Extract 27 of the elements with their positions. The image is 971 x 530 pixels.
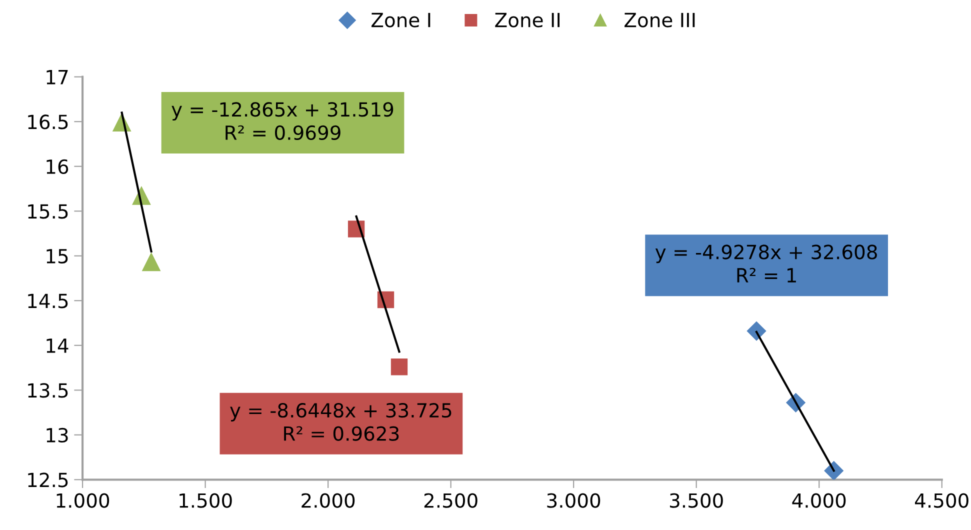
legend-label: Zone II xyxy=(495,12,560,28)
legend-label: Zone III xyxy=(624,12,695,28)
point xyxy=(142,253,160,272)
y-tick-label: 12.5 xyxy=(28,472,68,488)
x-tick-label: 3.000 xyxy=(547,493,600,508)
x-tick-label: 2.500 xyxy=(424,493,478,508)
y-tick-label: 13 xyxy=(46,428,68,443)
x-tick-label: 3.500 xyxy=(670,493,723,508)
y-tick-label: 15 xyxy=(46,249,68,264)
annotation: y = -12.865x + 31.519 R² = 0.9699 xyxy=(172,102,394,140)
y-tick-label: 17 xyxy=(46,70,68,84)
x-tick-label: 2.000 xyxy=(302,493,355,508)
point xyxy=(746,322,766,341)
y-tick-label: 14 xyxy=(46,338,68,353)
x-tick-label: 4.000 xyxy=(792,493,846,508)
legend-label: Zone I xyxy=(372,12,430,28)
y-tick-label: 15.5 xyxy=(28,204,68,219)
y-tick-label: 16 xyxy=(46,159,68,174)
point xyxy=(390,358,408,376)
x-tick-label: 1.500 xyxy=(180,493,232,508)
y-tick-label: 14.5 xyxy=(28,294,68,308)
y-tick-label: 16.5 xyxy=(28,114,68,130)
x-tick-label: 1.000 xyxy=(56,493,110,508)
annotation: y = -8.6448x + 33.725 R² = 0.9623 xyxy=(230,402,452,441)
x-tick-label: 4.500 xyxy=(914,493,968,508)
annotation: y = -4.9278x + 32.608 R² = 1 xyxy=(655,244,877,282)
y-tick-label: 13.5 xyxy=(28,383,68,398)
